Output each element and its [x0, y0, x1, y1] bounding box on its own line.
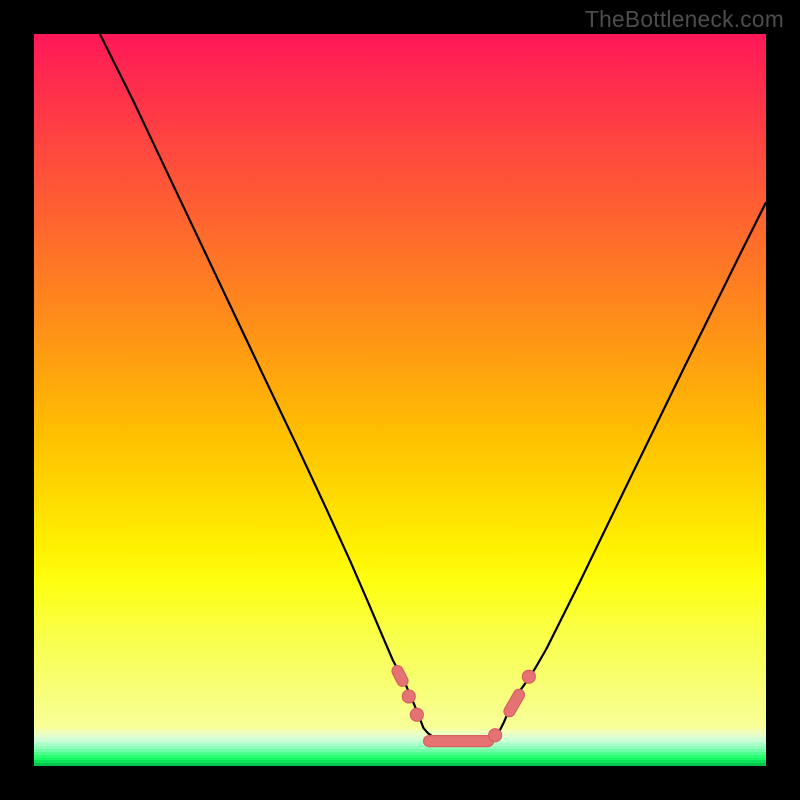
watermark-label: TheBottleneck.com [585, 6, 784, 33]
marker-pill [424, 736, 494, 747]
curve-layer [0, 0, 800, 800]
marker-circle [402, 690, 415, 703]
marker-pill [390, 664, 410, 689]
chart-root: TheBottleneck.com [0, 0, 800, 800]
marker-circle [522, 670, 535, 683]
bottleneck-curve [100, 34, 766, 741]
marker-circle [410, 708, 423, 721]
marker-pill [502, 687, 527, 718]
marker-circle [489, 729, 502, 742]
